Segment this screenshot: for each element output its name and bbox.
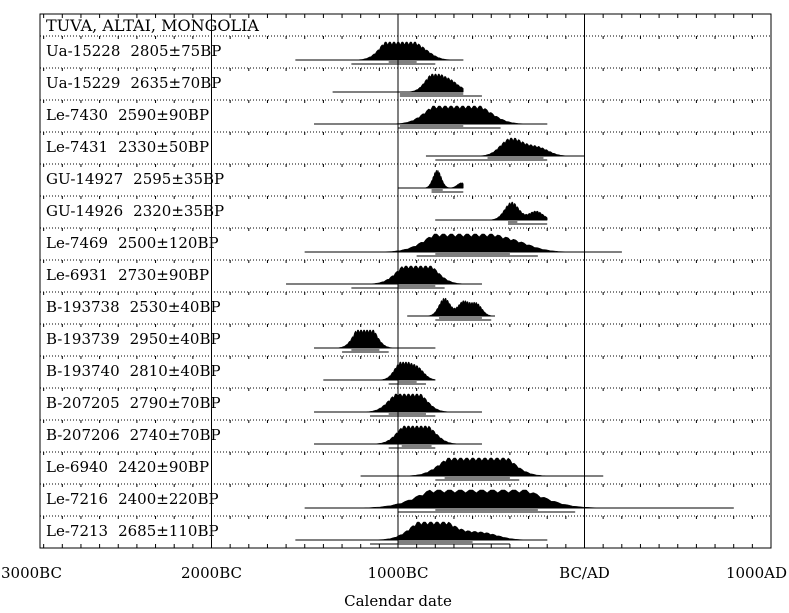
lab-code: B-207206 xyxy=(46,426,120,444)
radiocarbon-date: 2530±40BP xyxy=(130,298,221,316)
row-label: B-207205 2790±70BP xyxy=(46,394,221,412)
sample-row: GU-14927 2595±35BP xyxy=(40,163,771,193)
radiocarbon-date: 2740±70BP xyxy=(130,426,221,444)
lab-code: Le-7213 xyxy=(46,522,108,540)
row-label: Le-6931 2730±90BP xyxy=(46,266,209,284)
row-label: GU-14927 2595±35BP xyxy=(46,170,224,188)
row-label: B-193740 2810±40BP xyxy=(46,362,221,380)
lab-code: Ua-15228 xyxy=(46,42,120,60)
radiocarbon-date: 2635±70BP xyxy=(130,74,221,92)
sample-row: B-193738 2530±40BP xyxy=(40,291,771,321)
row-label: Le-6940 2420±90BP xyxy=(46,458,209,476)
x-tick-label: BC/AD xyxy=(559,564,610,582)
sample-row: Le-7216 2400±220BP xyxy=(40,483,771,513)
radiocarbon-date: 2730±90BP xyxy=(118,266,209,284)
row-label: Le-7469 2500±120BP xyxy=(46,234,219,252)
radiocarbon-date: 2320±35BP xyxy=(133,202,224,220)
radiocarbon-date: 2420±90BP xyxy=(118,458,209,476)
x-tick-label: 3000BC xyxy=(1,564,62,582)
lab-code: B-193739 xyxy=(46,330,120,348)
sample-row: Le-7469 2500±120BP xyxy=(40,227,771,257)
sample-row: Ua-15228 2805±75BP xyxy=(40,35,771,65)
sample-row: Le-7213 2685±110BP xyxy=(40,515,771,545)
lab-code: Le-7469 xyxy=(46,234,108,252)
row-label: B-193739 2950±40BP xyxy=(46,330,221,348)
x-tick-label: 2000BC xyxy=(181,564,242,582)
radiocarbon-date: 2400±220BP xyxy=(118,490,219,508)
sample-row: B-193740 2810±40BP xyxy=(40,355,771,385)
lab-code: Ua-15229 xyxy=(46,74,120,92)
radiocarbon-date: 2805±75BP xyxy=(130,42,221,60)
row-label: B-207206 2740±70BP xyxy=(46,426,221,444)
radiocarbon-date: 2500±120BP xyxy=(118,234,219,252)
row-label: Ua-15228 2805±75BP xyxy=(46,42,221,60)
sample-row: Le-7430 2590±90BP xyxy=(40,99,771,129)
radiocarbon-date: 2595±35BP xyxy=(133,170,224,188)
x-tick-label: 1000BC xyxy=(368,564,429,582)
frame-ticks xyxy=(43,14,753,548)
radiocarbon-date: 2590±90BP xyxy=(118,106,209,124)
lab-code: B-193740 xyxy=(46,362,120,380)
sample-row: GU-14926 2320±35BP xyxy=(40,195,771,225)
radiocarbon-date: 2330±50BP xyxy=(118,138,209,156)
sample-rows: Ua-15228 2805±75BP Ua-15229 2635±70BP Le-743… xyxy=(40,35,771,545)
lab-code: Le-7431 xyxy=(46,138,108,156)
radiocarbon-date: 2950±40BP xyxy=(130,330,221,348)
x-tick-label: 1000AD xyxy=(726,564,787,582)
panel-title: TUVA, ALTAI, MONGOLIA xyxy=(46,16,259,35)
row-label: B-193738 2530±40BP xyxy=(46,298,221,316)
row-label: Le-7213 2685±110BP xyxy=(46,522,219,540)
row-label: Le-7430 2590±90BP xyxy=(46,106,209,124)
sample-row: B-207206 2740±70BP xyxy=(40,419,771,449)
x-axis-label: Calendar date xyxy=(344,592,452,610)
lab-code: Le-6931 xyxy=(46,266,108,284)
radiocarbon-date: 2790±70BP xyxy=(130,394,221,412)
lab-code: Le-6940 xyxy=(46,458,108,476)
sample-row: Le-7431 2330±50BP xyxy=(40,131,771,161)
row-label: Ua-15229 2635±70BP xyxy=(46,74,221,92)
sample-row: B-207205 2790±70BP xyxy=(40,387,771,417)
lab-code: B-193738 xyxy=(46,298,120,316)
sample-row: Ua-15229 2635±70BP xyxy=(40,67,771,97)
radiocarbon-date: 2810±40BP xyxy=(130,362,221,380)
lab-code: GU-14926 xyxy=(46,202,123,220)
row-label: Le-7216 2400±220BP xyxy=(46,490,219,508)
radiocarbon-date: 2685±110BP xyxy=(118,522,219,540)
lab-code: Le-7216 xyxy=(46,490,108,508)
lab-code: Le-7430 xyxy=(46,106,108,124)
lab-code: GU-14927 xyxy=(46,170,123,188)
sample-row: B-193739 2950±40BP xyxy=(40,323,771,353)
lab-code: B-207205 xyxy=(46,394,120,412)
sample-row: Le-6940 2420±90BP xyxy=(40,451,771,481)
row-label: Le-7431 2330±50BP xyxy=(46,138,209,156)
row-label: GU-14926 2320±35BP xyxy=(46,202,224,220)
x-tick-labels: 3000BC 2000BC 1000BC BC/AD 1000AD xyxy=(1,564,787,582)
sample-row: Le-6931 2730±90BP xyxy=(40,259,771,289)
